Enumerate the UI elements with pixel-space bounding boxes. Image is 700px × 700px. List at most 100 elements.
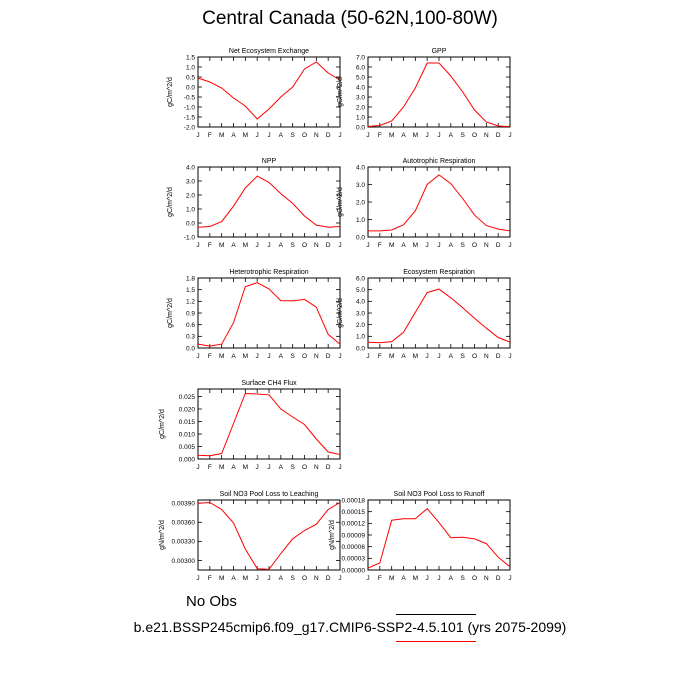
x-tick-label: A	[401, 242, 406, 249]
x-tick-label: J	[366, 353, 369, 360]
x-tick-label: M	[243, 464, 248, 471]
panel-title: Soil NO3 Pool Loss to Runoff	[394, 491, 485, 498]
x-tick-label: J	[338, 575, 341, 582]
y-tick-label: 7.0	[356, 54, 365, 61]
series-line	[197, 282, 341, 347]
x-tick-label: D	[326, 132, 331, 139]
y-tick-label: 2.0	[186, 192, 195, 199]
x-tick-label: A	[231, 242, 236, 249]
x-tick-label: S	[460, 242, 465, 249]
x-tick-label: A	[449, 132, 454, 139]
y-tick-label: 0.00000	[342, 567, 366, 574]
x-tick-label: M	[219, 242, 224, 249]
y-axis-label: gC/m^2/d	[159, 409, 166, 439]
x-tick-label: O	[302, 242, 307, 249]
x-tick-label: F	[378, 575, 382, 582]
series-line	[367, 62, 511, 127]
y-tick-label: 1.0	[186, 64, 195, 71]
x-tick-label: F	[208, 464, 212, 471]
y-tick-label: 3.0	[186, 178, 195, 185]
x-tick-label: M	[243, 575, 248, 582]
x-tick-label: J	[256, 464, 259, 471]
x-tick-label: A	[449, 242, 454, 249]
y-tick-label: 0.00018	[342, 497, 366, 504]
x-tick-label: M	[389, 242, 394, 249]
x-tick-label: M	[219, 132, 224, 139]
y-tick-label: -1.5	[184, 114, 196, 121]
x-tick-label: O	[302, 464, 307, 471]
x-tick-label: A	[279, 575, 284, 582]
x-tick-label: J	[508, 353, 511, 360]
x-tick-label: J	[196, 132, 199, 139]
y-tick-label: 1.5	[186, 287, 195, 294]
y-tick-label: 0.00006	[342, 544, 366, 551]
x-tick-label: J	[267, 575, 270, 582]
series-line	[367, 288, 511, 344]
x-tick-label: J	[256, 132, 259, 139]
x-tick-label: S	[460, 575, 465, 582]
x-tick-label: N	[314, 242, 319, 249]
plot-frame	[197, 56, 341, 128]
y-axis-label: gN/m^2/d	[159, 520, 166, 550]
panel-4: Autotrophic Respiration gC/m^2/d 0.0 1.0 2.0…	[337, 158, 512, 249]
x-tick-label: D	[326, 353, 331, 360]
panel-title: NPP	[262, 158, 277, 165]
panel-9: Soil NO3 Pool Loss to Leaching gN/m^2/d 0.…	[159, 491, 342, 582]
y-tick-label: 2.0	[356, 322, 365, 329]
plot-frame	[197, 499, 341, 571]
x-tick-label: J	[338, 353, 341, 360]
x-tick-label: A	[231, 575, 236, 582]
x-tick-label: M	[413, 132, 418, 139]
x-tick-label: D	[326, 575, 331, 582]
x-tick-label: A	[231, 464, 236, 471]
case-caption: b.e21.BSSP245cmip6.f09_g17.CMIP6-SSP2-4.…	[133, 619, 567, 635]
x-tick-label: A	[449, 575, 454, 582]
x-tick-label: M	[389, 575, 394, 582]
x-tick-label: A	[279, 242, 284, 249]
x-tick-label: J	[267, 353, 270, 360]
x-tick-label: S	[290, 242, 295, 249]
x-tick-label: S	[290, 132, 295, 139]
x-tick-label: J	[196, 575, 199, 582]
y-tick-label: 1.8	[186, 275, 195, 282]
x-tick-label: J	[426, 575, 429, 582]
y-tick-label: 0.0	[356, 234, 365, 241]
panel-title: GPP	[432, 48, 447, 55]
x-tick-label: J	[437, 132, 440, 139]
x-tick-label: A	[449, 353, 454, 360]
x-tick-label: J	[426, 353, 429, 360]
x-tick-label: J	[366, 575, 369, 582]
x-tick-label: D	[326, 464, 331, 471]
y-tick-label: 4.0	[186, 164, 195, 171]
y-tick-label: 4.0	[356, 84, 365, 91]
y-tick-label: 0.00009	[342, 532, 366, 539]
x-tick-label: J	[366, 242, 369, 249]
panel-title: Autotrophic Respiration	[403, 158, 476, 165]
x-tick-label: N	[314, 464, 319, 471]
y-tick-label: 3.0	[356, 94, 365, 101]
x-tick-label: M	[413, 353, 418, 360]
series-line	[367, 507, 511, 569]
case-legend-line	[396, 641, 476, 642]
x-tick-label: S	[290, 575, 295, 582]
x-tick-label: J	[267, 464, 270, 471]
y-tick-label: -2.0	[184, 124, 196, 131]
x-tick-label: A	[231, 353, 236, 360]
y-tick-label: 0.5	[186, 74, 195, 81]
y-tick-label: 1.5	[186, 54, 195, 61]
y-axis-label: gC/m^2/d	[167, 298, 174, 328]
panel-7: Surface CH4 Flux gC/m^2/d 0.000 0.005 0.010 0…	[159, 380, 342, 471]
y-tick-label: 6.0	[356, 275, 365, 282]
x-tick-label: J	[196, 242, 199, 249]
x-tick-label: D	[496, 242, 501, 249]
x-tick-label: O	[302, 575, 307, 582]
x-tick-label: O	[472, 353, 477, 360]
figure-title: Central Canada (50-62N,100-80W)	[202, 8, 498, 29]
x-tick-label: J	[338, 242, 341, 249]
y-tick-label: 6.0	[356, 64, 365, 71]
x-tick-label: D	[326, 242, 331, 249]
plot-frame	[367, 56, 511, 128]
y-tick-label: 0.00360	[172, 520, 196, 527]
